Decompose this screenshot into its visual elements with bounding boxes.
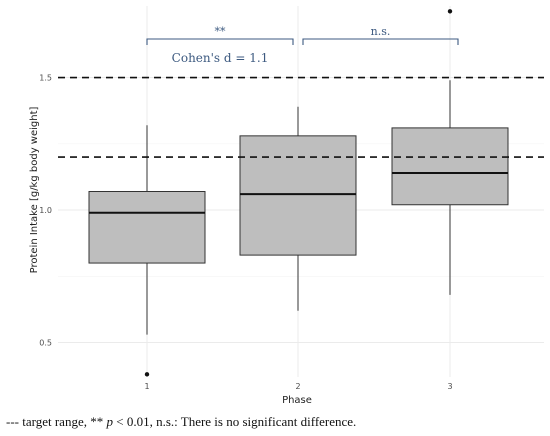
y-tick-label: 1.5 (39, 74, 52, 83)
box-3 (391, 9, 509, 295)
iqr-box (239, 135, 357, 256)
outlier-point (447, 9, 453, 14)
bracket-line (146, 38, 294, 45)
y-tick-labels: 0.5 1.0 1.5 (39, 74, 52, 348)
effect-size-annotation: Cohen's d = 1.1 (172, 51, 269, 65)
significance-label: ** (215, 25, 227, 38)
x-axis-title: Phase (282, 395, 312, 406)
bracket-line (302, 38, 459, 45)
outlier-point (144, 372, 150, 377)
x-tick-label: 2 (295, 382, 300, 391)
y-tick-label: 1.0 (39, 206, 52, 215)
y-tick-label: 0.5 (39, 339, 52, 348)
bracket-2-3: n.s. (302, 25, 459, 45)
box-2 (239, 106, 357, 311)
significance-label: n.s. (371, 25, 391, 38)
caption-text-start: target range, ** (19, 414, 107, 429)
significance-brackets: ** n.s. (146, 25, 459, 45)
boxes (88, 9, 509, 377)
x-tick-label: 1 (144, 382, 149, 391)
caption-p-symbol: p (106, 414, 113, 429)
box-1 (88, 125, 206, 377)
caption-line-marker: --- (6, 414, 19, 429)
y-axis-title: Protein Intake [g/kg body weight] (29, 107, 40, 274)
caption-text-end: < 0.01, n.s.: There is no significant di… (112, 414, 357, 429)
x-tick-label: 3 (447, 382, 452, 391)
x-tick-labels: 1 2 3 (144, 382, 452, 391)
iqr-box (88, 191, 206, 264)
reference-lines (58, 76, 544, 158)
box-plot-chart: 0.5 1.0 1.5 1 2 3 ** n.s. Cohen's d = 1.1 Pha… (29, 6, 544, 406)
bracket-1-2: ** (146, 25, 294, 45)
figure-caption: --- target range, ** p < 0.01, n.s.: The… (6, 414, 546, 430)
iqr-box (391, 127, 509, 206)
